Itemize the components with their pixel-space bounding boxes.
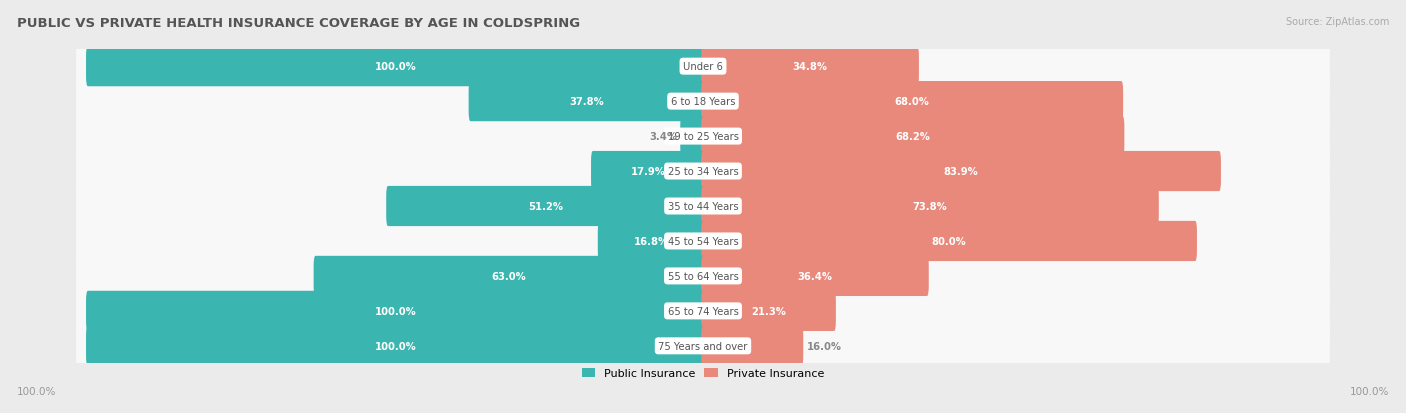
Text: 36.4%: 36.4% <box>797 271 832 281</box>
Text: 100.0%: 100.0% <box>1350 387 1389 396</box>
FancyBboxPatch shape <box>598 221 704 261</box>
FancyBboxPatch shape <box>702 256 929 296</box>
Text: PUBLIC VS PRIVATE HEALTH INSURANCE COVERAGE BY AGE IN COLDSPRING: PUBLIC VS PRIVATE HEALTH INSURANCE COVER… <box>17 17 581 29</box>
FancyBboxPatch shape <box>468 82 704 122</box>
FancyBboxPatch shape <box>702 82 1123 122</box>
FancyBboxPatch shape <box>76 107 1330 168</box>
Text: 83.9%: 83.9% <box>943 166 979 177</box>
FancyBboxPatch shape <box>76 73 1330 133</box>
Text: 100.0%: 100.0% <box>374 341 416 351</box>
FancyBboxPatch shape <box>702 291 835 331</box>
FancyBboxPatch shape <box>76 212 1330 273</box>
Text: 34.8%: 34.8% <box>793 62 828 72</box>
Text: 19 to 25 Years: 19 to 25 Years <box>668 132 738 142</box>
FancyBboxPatch shape <box>702 221 1197 261</box>
Text: 100.0%: 100.0% <box>374 306 416 316</box>
Text: 45 to 54 Years: 45 to 54 Years <box>668 236 738 247</box>
FancyBboxPatch shape <box>76 177 1330 238</box>
Text: 6 to 18 Years: 6 to 18 Years <box>671 97 735 107</box>
FancyBboxPatch shape <box>76 317 1330 377</box>
Text: 75 Years and over: 75 Years and over <box>658 341 748 351</box>
Text: 55 to 64 Years: 55 to 64 Years <box>668 271 738 281</box>
Text: 100.0%: 100.0% <box>17 387 56 396</box>
FancyBboxPatch shape <box>76 282 1330 342</box>
FancyBboxPatch shape <box>681 117 704 157</box>
FancyBboxPatch shape <box>702 186 1159 227</box>
Text: 37.8%: 37.8% <box>569 97 605 107</box>
Text: 80.0%: 80.0% <box>932 236 966 247</box>
Text: 21.3%: 21.3% <box>751 306 786 316</box>
Text: 16.0%: 16.0% <box>807 341 841 351</box>
Text: 51.2%: 51.2% <box>529 202 562 211</box>
FancyBboxPatch shape <box>76 142 1330 203</box>
Text: 100.0%: 100.0% <box>374 62 416 72</box>
FancyBboxPatch shape <box>702 47 920 87</box>
Text: 63.0%: 63.0% <box>492 271 527 281</box>
Text: 25 to 34 Years: 25 to 34 Years <box>668 166 738 177</box>
FancyBboxPatch shape <box>86 47 704 87</box>
Text: 35 to 44 Years: 35 to 44 Years <box>668 202 738 211</box>
FancyBboxPatch shape <box>86 291 704 331</box>
Text: Source: ZipAtlas.com: Source: ZipAtlas.com <box>1285 17 1389 26</box>
FancyBboxPatch shape <box>86 326 704 366</box>
Text: 68.2%: 68.2% <box>896 132 931 142</box>
FancyBboxPatch shape <box>76 38 1330 98</box>
FancyBboxPatch shape <box>387 186 704 227</box>
Text: 16.8%: 16.8% <box>634 236 669 247</box>
Text: 65 to 74 Years: 65 to 74 Years <box>668 306 738 316</box>
FancyBboxPatch shape <box>702 326 803 366</box>
Legend: Public Insurance, Private Insurance: Public Insurance, Private Insurance <box>578 364 828 383</box>
Text: 17.9%: 17.9% <box>630 166 665 177</box>
FancyBboxPatch shape <box>591 152 704 192</box>
FancyBboxPatch shape <box>702 117 1125 157</box>
FancyBboxPatch shape <box>314 256 704 296</box>
Text: 3.4%: 3.4% <box>650 132 678 142</box>
FancyBboxPatch shape <box>76 247 1330 308</box>
Text: Under 6: Under 6 <box>683 62 723 72</box>
FancyBboxPatch shape <box>702 152 1220 192</box>
Text: 68.0%: 68.0% <box>894 97 929 107</box>
Text: 73.8%: 73.8% <box>912 202 948 211</box>
